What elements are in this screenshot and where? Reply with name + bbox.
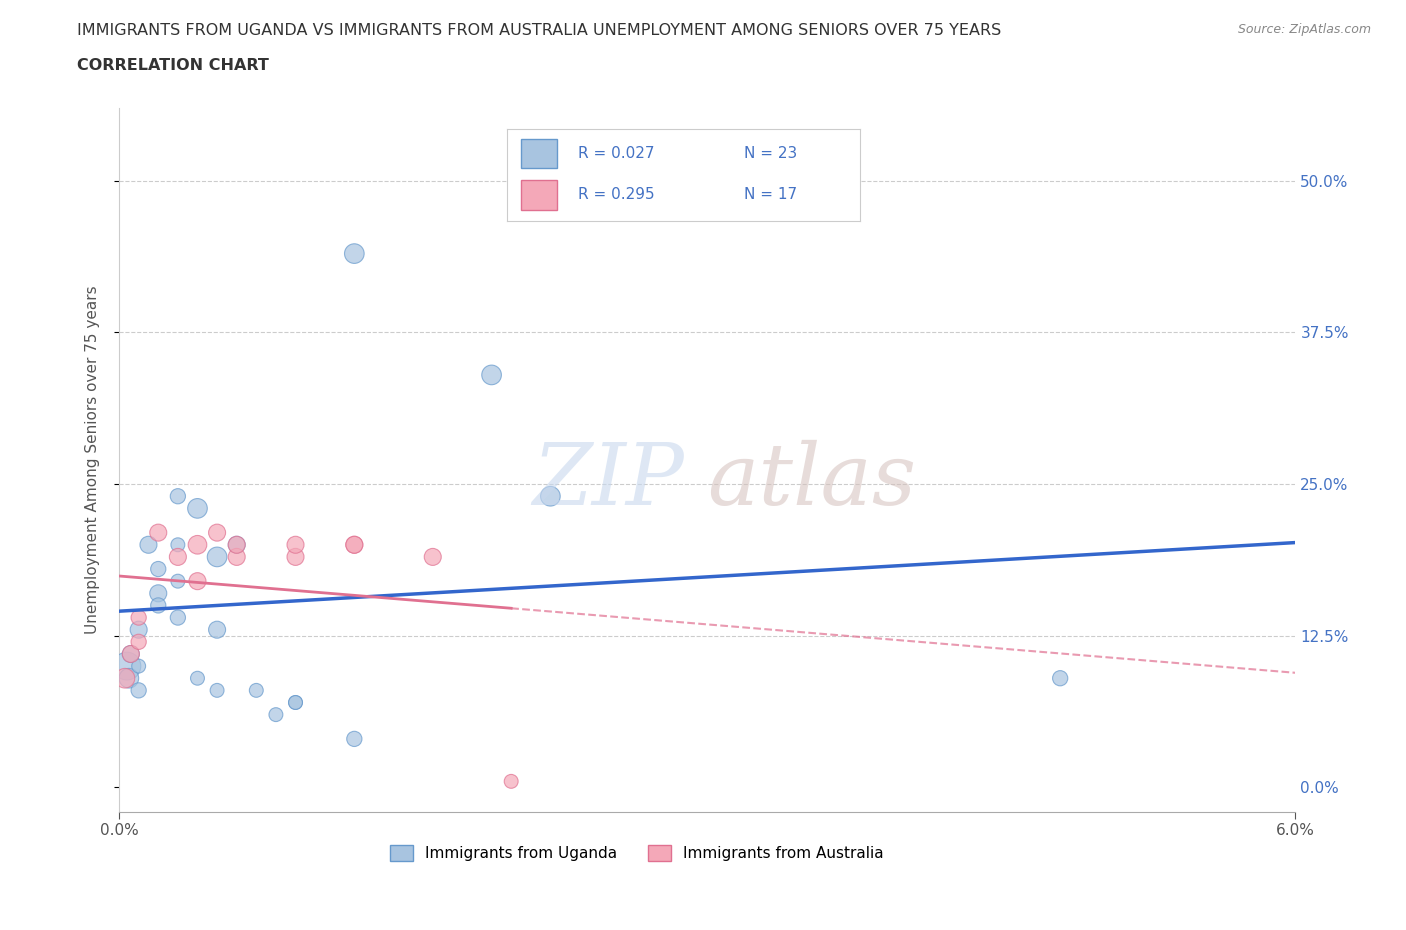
Point: [264, 707, 287, 722]
Point: [167, 574, 190, 589]
Point: [205, 550, 228, 565]
Point: [148, 562, 170, 577]
Point: [481, 367, 503, 382]
Point: [284, 695, 307, 710]
Point: [205, 622, 228, 637]
Point: [128, 658, 150, 673]
Point: [422, 550, 444, 565]
Point: [167, 610, 190, 625]
Point: [128, 622, 150, 637]
Point: [1049, 671, 1071, 685]
Point: [148, 586, 170, 601]
Point: [167, 489, 190, 504]
Point: [120, 646, 142, 661]
Point: [225, 538, 247, 552]
Point: [115, 658, 138, 673]
Legend: Immigrants from Uganda, Immigrants from Australia: Immigrants from Uganda, Immigrants from …: [384, 839, 890, 868]
Point: [205, 683, 228, 698]
Text: IMMIGRANTS FROM UGANDA VS IMMIGRANTS FROM AUSTRALIA UNEMPLOYMENT AMONG SENIORS O: IMMIGRANTS FROM UGANDA VS IMMIGRANTS FRO…: [77, 23, 1001, 38]
Text: atlas: atlas: [707, 440, 917, 523]
Point: [128, 683, 150, 698]
Point: [245, 683, 267, 698]
Point: [284, 550, 307, 565]
Point: [148, 525, 170, 540]
Point: [343, 538, 366, 552]
Point: [501, 774, 523, 789]
Point: [138, 538, 160, 552]
Point: [205, 525, 228, 540]
Text: Source: ZipAtlas.com: Source: ZipAtlas.com: [1237, 23, 1371, 36]
Point: [167, 538, 190, 552]
Point: [128, 610, 150, 625]
Point: [343, 538, 366, 552]
Point: [225, 550, 247, 565]
Point: [128, 634, 150, 649]
Point: [284, 695, 307, 710]
Text: CORRELATION CHART: CORRELATION CHART: [77, 58, 269, 73]
Point: [186, 574, 208, 589]
Y-axis label: Unemployment Among Seniors over 75 years: Unemployment Among Seniors over 75 years: [86, 286, 100, 634]
Point: [118, 671, 141, 685]
Text: ZIP: ZIP: [531, 440, 683, 523]
Point: [343, 732, 366, 747]
Point: [148, 598, 170, 613]
Point: [225, 538, 247, 552]
Point: [538, 489, 561, 504]
Point: [284, 538, 307, 552]
Point: [343, 246, 366, 261]
Point: [120, 646, 142, 661]
Point: [167, 550, 190, 565]
Point: [186, 538, 208, 552]
Point: [186, 671, 208, 685]
Point: [114, 671, 136, 685]
Point: [186, 501, 208, 516]
